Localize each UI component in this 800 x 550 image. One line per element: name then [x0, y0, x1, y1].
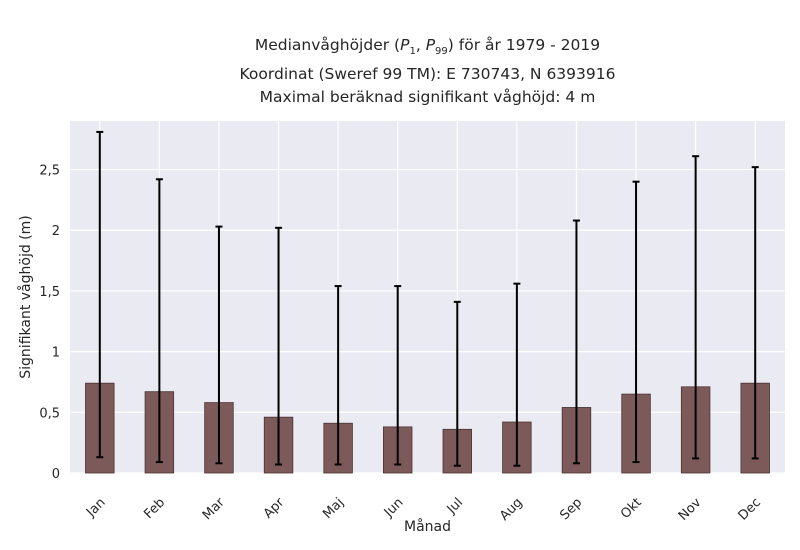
x-tick-label-jul: Jul: [444, 495, 466, 517]
errorbar-maj: [334, 285, 342, 466]
errorbar-okt: [632, 180, 640, 464]
title-suffix: ) för år 1979 - 2019: [447, 36, 601, 54]
y-tick-labels: 0 0,5 1 1,5 2 2,5: [39, 164, 60, 482]
title-line-1: Medianvåghöjder (P1, P99) för år 1979 - …: [0, 34, 800, 63]
y-tick-label: 0,5: [39, 406, 60, 421]
errorbar-sep: [572, 219, 580, 465]
y-tick-label: 2: [52, 224, 60, 239]
title-p1: P: [400, 36, 410, 54]
x-tick-label-maj: Maj: [320, 495, 347, 522]
errorbar-jul: [453, 300, 461, 467]
title-prefix: Medianvåghöjder (: [254, 36, 401, 54]
errorbar-feb: [155, 178, 163, 464]
x-tick-label-aug: Aug: [497, 495, 526, 524]
x-tick-label-mar: Mar: [200, 495, 228, 523]
title-line-2: Koordinat (Sweref 99 TM): E 730743, N 63…: [239, 65, 616, 84]
title-p99-sub: 99: [435, 46, 448, 58]
x-tick-label-sep: Sep: [557, 495, 585, 523]
plot-area: [70, 121, 785, 473]
y-tick-label: 0: [52, 467, 60, 482]
errorbar-apr: [275, 226, 283, 466]
x-tick-label-apr: Apr: [261, 495, 288, 522]
errorbar-jan: [96, 130, 104, 459]
x-tick-label-jan: Jan: [83, 495, 108, 520]
errorbar-mar: [215, 225, 223, 465]
errorbar-aug: [513, 282, 521, 467]
errorbar-dec: [751, 166, 759, 460]
y-tick-label: 1,5: [39, 285, 60, 300]
y-axis-label: Signifikant våghöjd (m): [17, 215, 34, 378]
y-tick-label: 2,5: [39, 164, 60, 179]
x-tick-label-dec: Dec: [736, 495, 764, 523]
x-axis-label: Månad: [404, 518, 451, 535]
title-p99: P: [425, 36, 436, 54]
y-tick-label: 1: [52, 346, 60, 361]
error-bars: [96, 130, 759, 467]
errorbar-nov: [692, 155, 700, 460]
title-sep: ,: [415, 36, 426, 54]
errorbar-jun: [394, 285, 402, 466]
x-tick-label-jun: Jun: [381, 495, 407, 521]
title-p1-sub: 1: [409, 46, 416, 58]
x-tick-label-feb: Feb: [141, 495, 168, 522]
x-tick-label-nov: Nov: [676, 495, 705, 524]
title-line-3: Maximal beräknad signifikant våghöjd: 4 …: [259, 88, 596, 107]
x-tick-label-okt: Okt: [618, 495, 645, 522]
chart-title: Medianvåghöjder (P1, P99) för år 1979 - …: [0, 34, 800, 109]
